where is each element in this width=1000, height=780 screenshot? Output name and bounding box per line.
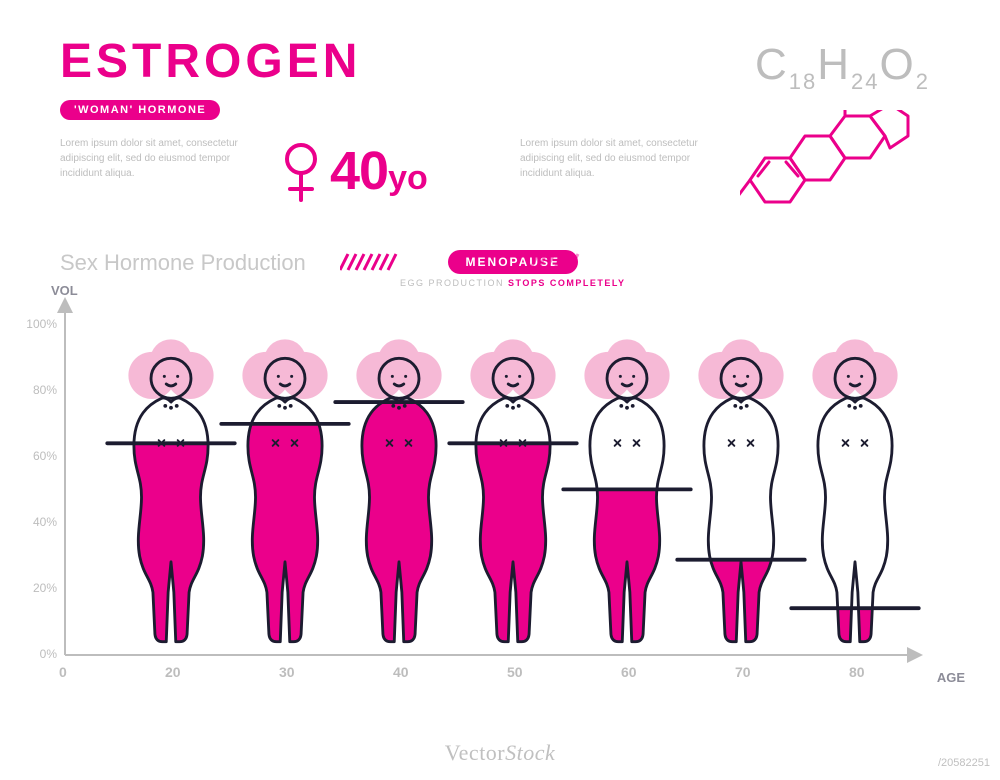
figure-age-40 xyxy=(346,326,452,661)
figure-age-30 xyxy=(232,326,338,661)
x-tick: 40 xyxy=(393,664,409,680)
molecule-icon xyxy=(740,110,930,220)
x-tick: 0 xyxy=(59,664,67,680)
x-axis-label: AGE xyxy=(937,670,965,685)
age-highlight: 40yo xyxy=(330,140,428,202)
figure-age-70 xyxy=(688,326,794,661)
y-tick: 0% xyxy=(17,647,57,661)
x-tick: 50 xyxy=(507,664,523,680)
y-tick: 20% xyxy=(17,581,57,595)
x-tick: 30 xyxy=(279,664,295,680)
figure-age-60 xyxy=(574,326,680,661)
figure-age-20 xyxy=(118,326,224,661)
y-tick: 40% xyxy=(17,515,57,529)
image-id: /20582251 xyxy=(938,756,990,770)
venus-icon xyxy=(280,142,322,206)
y-tick: 60% xyxy=(17,449,57,463)
subtitle-badge: 'WOMAN' HORMONE xyxy=(60,100,220,120)
x-tick: 60 xyxy=(621,664,637,680)
page-title: ESTROGEN xyxy=(60,40,361,83)
blurb-left: Lorem ipsum dolor sit amet, consectetur … xyxy=(60,136,260,181)
section-label: Sex Hormone Production xyxy=(60,250,306,276)
figure-age-80 xyxy=(802,326,908,661)
chemical-formula: C18H24O2 xyxy=(755,40,930,95)
y-tick: 100% xyxy=(17,317,57,331)
x-tick: 20 xyxy=(165,664,181,680)
x-tick: 80 xyxy=(849,664,865,680)
menopause-sub: EGG PRODUCTION STOPS COMPLETELY xyxy=(400,278,626,288)
figure-age-50 xyxy=(460,326,566,661)
x-tick: 70 xyxy=(735,664,751,680)
menopause-label: MENOPAUSE EGG PRODUCTION STOPS COMPLETEL… xyxy=(400,250,626,288)
hormone-chart: VOL AGE 0%20%40%60%80%100%02030405060708… xyxy=(55,295,935,685)
blurb-right: Lorem ipsum dolor sit amet, consectetur … xyxy=(520,136,720,181)
watermark: VectorStock xyxy=(445,740,556,766)
y-tick: 80% xyxy=(17,383,57,397)
